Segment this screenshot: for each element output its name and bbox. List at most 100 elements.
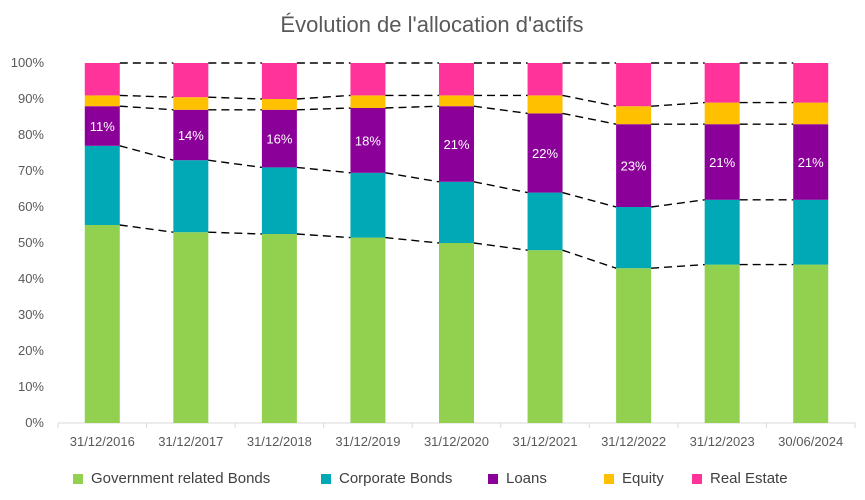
y-tick-label: 50%: [18, 235, 44, 250]
bar-segment: [350, 237, 386, 423]
data-label: 14%: [178, 128, 204, 143]
legend: Government related Bonds Corporate Bonds L…: [73, 470, 788, 487]
chart-title: Évolution de l'allocation d'actifs: [280, 12, 583, 37]
y-tick-label: 30%: [18, 307, 44, 322]
connector-line: [562, 191, 617, 208]
x-tick-label: 31/12/2020: [424, 434, 489, 449]
connector-line: [385, 105, 440, 109]
legend-label: Government related Bonds: [91, 470, 270, 487]
bar-segment: [350, 63, 386, 96]
bar-segment: [350, 108, 386, 173]
bar-segment: [439, 181, 474, 243]
bar-segment: [261, 99, 297, 110]
bar-segment: [793, 124, 829, 200]
bar-segment: [704, 199, 740, 265]
legend-label: Equity: [622, 470, 664, 487]
connector-line: [208, 231, 262, 235]
bar-segment: [704, 63, 740, 103]
x-tick-label: 31/12/2021: [513, 434, 578, 449]
bar-segment: [261, 109, 297, 168]
y-tick-label: 80%: [18, 127, 44, 142]
bar-segment: [616, 124, 652, 207]
bar-segment: [439, 243, 474, 423]
connector-line: [119, 145, 174, 161]
x-tick-label: 31/12/2022: [601, 434, 666, 449]
connector-line: [119, 224, 174, 233]
legend-label: Loans: [506, 470, 547, 487]
legend-swatch: [488, 474, 498, 484]
connector-line: [562, 112, 617, 125]
bar-segment: [350, 172, 386, 238]
bar-segment: [261, 234, 297, 423]
legend-swatch: [73, 474, 83, 484]
data-label: 11%: [90, 119, 115, 134]
bar-segment: [616, 268, 652, 423]
y-tick-label: 60%: [18, 199, 44, 214]
bar-segment: [616, 63, 652, 107]
connector-line: [296, 107, 351, 111]
connector-line: [562, 94, 617, 107]
bar-segment: [439, 106, 474, 182]
bar-segment: [616, 207, 652, 269]
bar-segment: [439, 63, 474, 96]
bar-segment: [350, 95, 386, 108]
x-tick-label: 31/12/2016: [70, 434, 135, 449]
y-tick-label: 20%: [18, 343, 44, 358]
legend-swatch: [692, 474, 702, 484]
bar-segment: [793, 102, 829, 125]
y-tick-label: 90%: [18, 91, 44, 106]
bar-segment: [616, 106, 652, 125]
bar-segment: [793, 264, 829, 423]
bar-segment: [704, 264, 740, 423]
connector-line: [473, 181, 528, 194]
data-label: 21%: [709, 155, 735, 170]
connector-line: [296, 94, 351, 100]
x-tick-label: 31/12/2017: [158, 434, 223, 449]
y-tick-label: 40%: [18, 271, 44, 286]
connector-line: [119, 94, 174, 98]
bar-segment: [261, 63, 297, 99]
connector-line: [208, 159, 262, 169]
bar-segment: [173, 97, 209, 110]
connector-line: [651, 101, 705, 107]
legend-swatch: [321, 474, 331, 484]
legend-label: Real Estate: [710, 470, 788, 487]
bar-segment: [793, 63, 829, 103]
bar-segment: [173, 160, 209, 233]
bar-segment: [527, 113, 563, 193]
connector-line: [296, 166, 351, 174]
data-label: 21%: [443, 137, 469, 152]
bar-segment: [527, 95, 563, 114]
connector-line: [651, 263, 705, 269]
connector-line: [385, 236, 440, 244]
bar-segment: [84, 145, 120, 225]
bar-segment: [704, 102, 740, 125]
bar-segment: [173, 63, 209, 98]
bar-segment: [793, 199, 829, 265]
bar-segment: [84, 106, 120, 146]
x-tick-label: 31/12/2019: [335, 434, 400, 449]
connector-line: [296, 233, 351, 239]
bar-segment: [84, 225, 120, 423]
connector-line: [385, 172, 440, 183]
connector-line: [208, 96, 262, 100]
x-tick-label: 31/12/2023: [690, 434, 755, 449]
data-label: 23%: [621, 159, 647, 174]
data-label: 21%: [798, 155, 824, 170]
data-label: 22%: [532, 146, 558, 161]
bar-segment: [439, 95, 474, 107]
connector-line: [119, 105, 174, 111]
bar-segment: [527, 192, 563, 251]
bar-segment: [84, 95, 120, 107]
bar-segment: [84, 63, 120, 96]
bar-segment: [527, 250, 563, 423]
connector-line: [651, 199, 705, 208]
bar-segment: [173, 109, 209, 161]
data-label: 16%: [266, 132, 292, 147]
legend-label: Corporate Bonds: [339, 470, 452, 487]
y-tick-label: 70%: [18, 163, 44, 178]
connector-line: [473, 242, 528, 251]
y-tick-label: 0%: [25, 415, 44, 430]
connector-line: [562, 249, 617, 269]
